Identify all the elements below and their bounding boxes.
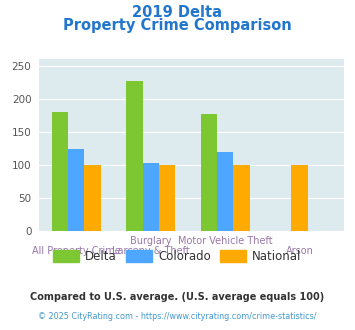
Text: Property Crime Comparison: Property Crime Comparison	[63, 18, 292, 33]
Bar	[126, 81, 143, 231]
Text: © 2025 CityRating.com - https://www.cityrating.com/crime-statistics/: © 2025 CityRating.com - https://www.city…	[38, 312, 317, 321]
Bar	[52, 112, 68, 231]
Bar	[84, 165, 101, 231]
Text: All Property Crime: All Property Crime	[32, 246, 121, 256]
Text: Motor Vehicle Theft: Motor Vehicle Theft	[178, 236, 273, 246]
Bar	[291, 165, 308, 231]
Text: Compared to U.S. average. (U.S. average equals 100): Compared to U.S. average. (U.S. average …	[31, 292, 324, 302]
Bar	[217, 152, 233, 231]
Bar	[159, 165, 175, 231]
Text: Burglary: Burglary	[130, 236, 171, 246]
Text: Larceny & Theft: Larceny & Theft	[112, 246, 190, 256]
Bar	[68, 148, 84, 231]
Text: 2019 Delta: 2019 Delta	[132, 5, 223, 20]
Bar	[233, 165, 250, 231]
Bar	[143, 163, 159, 231]
Legend: Delta, Colorado, National: Delta, Colorado, National	[50, 246, 305, 266]
Text: Arson: Arson	[286, 246, 313, 256]
Bar	[201, 114, 217, 231]
